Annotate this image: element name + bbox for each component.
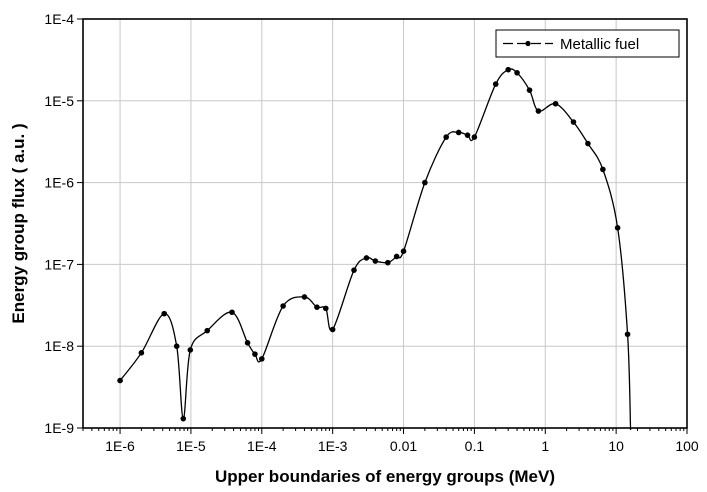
x-tick-label: 10: [608, 438, 624, 454]
data-point: [244, 340, 251, 346]
data-point: [526, 87, 533, 93]
data-point: [514, 69, 520, 76]
x-tick-label: 1E-4: [247, 438, 277, 454]
data-point: [351, 267, 357, 273]
data-point: [471, 134, 478, 140]
axis-tick-labels: 1E-6 1E-5 1E-4 1E-3 0.01 0.1 1 10 100 1E-9 1E-8 1E-…: [44, 11, 698, 454]
data-point: [624, 331, 631, 338]
x-tick-label: 1E-6: [105, 438, 135, 454]
data-point: [187, 347, 194, 353]
data-point: [117, 377, 123, 384]
legend-marker: [525, 40, 531, 47]
data-point: [400, 248, 407, 255]
data-point: [464, 132, 471, 138]
x-axis-title: Upper boundaries of energy groups (MeV): [215, 467, 555, 486]
plot-frame: [82, 18, 688, 429]
data-point: [280, 303, 286, 309]
legend: Metallic fuel: [495, 29, 680, 58]
data-point: [363, 255, 370, 261]
data-point: [600, 166, 606, 173]
data-point: [455, 129, 462, 136]
data-point: [552, 100, 559, 107]
data-point: [393, 253, 400, 260]
data-point: [385, 259, 391, 266]
x-tick-label: 0.1: [465, 438, 485, 454]
y-tick-label: 1E-6: [44, 175, 74, 191]
axis-ticks: [77, 18, 688, 434]
data-point: [173, 343, 180, 350]
y-tick-label: 1E-9: [44, 420, 74, 436]
data-point: [585, 140, 591, 147]
x-tick-label: 1E-5: [176, 438, 206, 454]
data-point: [372, 258, 379, 264]
data-point: [535, 108, 542, 114]
y-tick-label: 1E-8: [44, 338, 74, 354]
data-point: [314, 304, 320, 310]
x-tick-label: 100: [675, 438, 699, 454]
data-point: [505, 66, 512, 73]
data-point: [138, 350, 145, 356]
x-tick-label: 0.01: [390, 438, 417, 454]
data-point: [329, 326, 336, 333]
data-point: [492, 81, 499, 87]
y-tick-label: 1E-5: [44, 93, 74, 109]
data-point: [180, 415, 187, 422]
data-point: [443, 134, 449, 140]
data-point: [229, 309, 235, 316]
data-point: [204, 327, 211, 334]
y-axis-title: Energy group flux ( a.u. ): [9, 123, 28, 323]
legend-label-metallic-fuel: Metallic fuel: [560, 36, 639, 53]
y-tick-label: 1E-4: [44, 11, 74, 27]
x-tick-label: 1: [541, 438, 549, 454]
grid: [83, 18, 688, 429]
y-tick-label: 1E-7: [44, 256, 74, 272]
data-point: [258, 356, 265, 362]
data-point: [301, 294, 308, 300]
series-curve-metallic-fuel: [119, 68, 632, 431]
series-points: [117, 66, 631, 422]
data-point: [322, 305, 329, 312]
data-point: [422, 179, 428, 186]
data-point: [252, 351, 258, 357]
x-tick-label: 1E-3: [318, 438, 348, 454]
data-point: [161, 310, 168, 317]
data-point: [614, 225, 621, 231]
data-point: [570, 119, 577, 125]
